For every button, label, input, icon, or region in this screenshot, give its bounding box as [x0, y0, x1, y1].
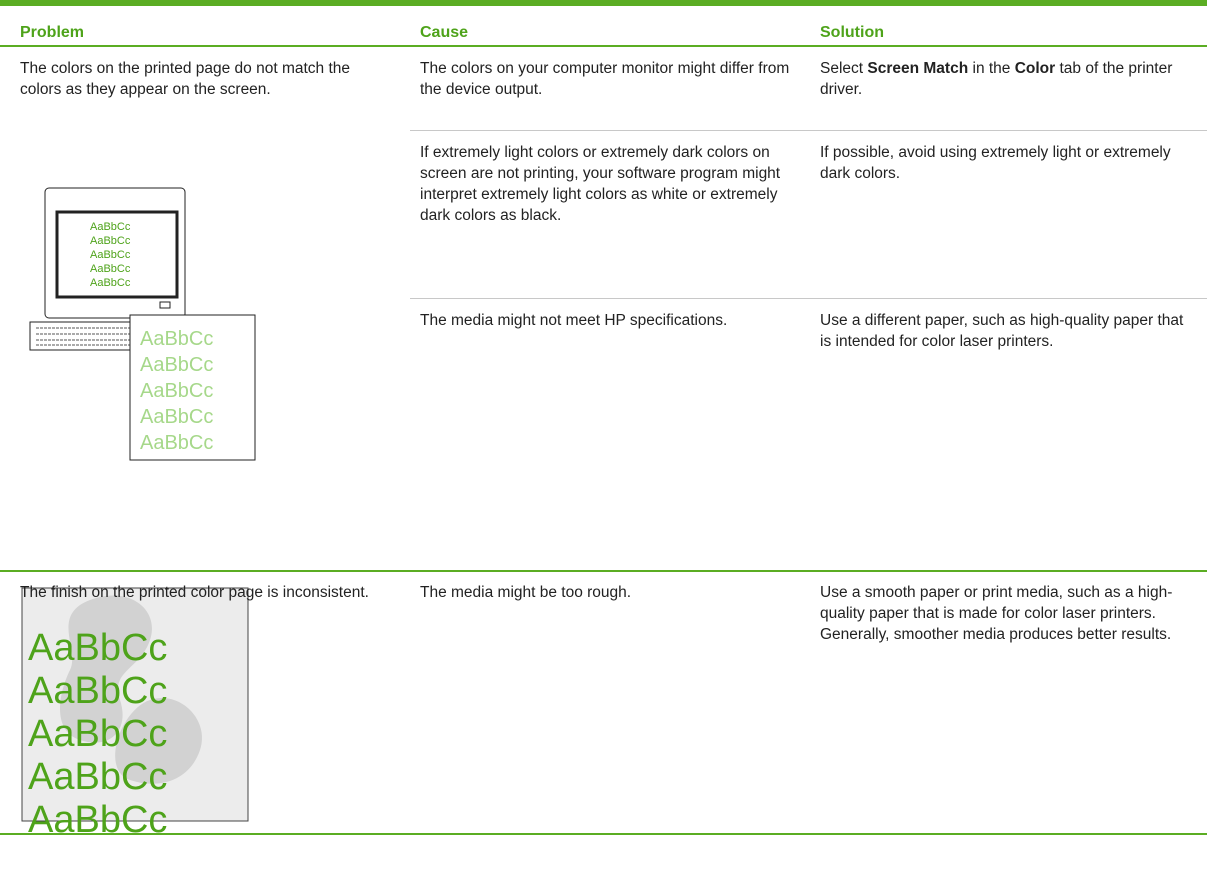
sample-text: AaBbCc — [140, 406, 213, 428]
sample-text: AaBbCc — [140, 328, 213, 350]
cause: If extremely light colors or extremely d… — [420, 144, 781, 224]
separator — [410, 130, 1207, 131]
cause: The media might be too rough. — [420, 584, 632, 601]
cause: The media might not meet HP specificatio… — [420, 312, 728, 329]
header: Problem — [20, 24, 85, 41]
text: Select — [820, 60, 868, 77]
bold-text: Color — [1014, 60, 1056, 77]
sample-text: AaBbCc — [28, 670, 167, 712]
header: Solution — [820, 24, 884, 41]
sample-text: AaBbCc — [28, 713, 167, 755]
screen — [55, 210, 179, 299]
separator — [410, 298, 1207, 299]
solution: Use a different paper, such as high-qual… — [820, 312, 1184, 350]
solution: If possible, avoid using extremely light… — [820, 144, 1171, 182]
rule — [0, 833, 1207, 835]
solution: Select Screen Match in the Color tab of … — [820, 58, 1185, 100]
problem: The colors on the printed page do not ma… — [20, 60, 351, 98]
text: in the — [968, 60, 1015, 77]
sample-text: AaBbCc — [90, 249, 131, 261]
top-bar — [0, 0, 1207, 6]
sample-text: AaBbCc — [90, 221, 131, 233]
paper — [129, 314, 256, 461]
rule — [0, 570, 1207, 572]
paper-illustration: AaBbCc AaBbCc AaBbCc AaBbCc AaBbCc — [21, 587, 249, 841]
illustrations: AaBbCc AaBbCc AaBbCc AaBbCc AaBbCc AaBbC… — [21, 187, 256, 841]
rule — [0, 45, 1207, 47]
problem: The finish on the printed color page is … — [20, 584, 369, 601]
sample-text: AaBbCc — [28, 756, 167, 798]
sample-text: AaBbCc — [28, 627, 167, 669]
sample-text: AaBbCc — [90, 277, 131, 289]
sample-text: AaBbCc — [140, 432, 213, 454]
blotch — [60, 595, 152, 743]
keyboard — [29, 321, 141, 351]
cause: The colors on your computer monitor migh… — [420, 60, 790, 98]
sample-text: AaBbCc — [140, 380, 213, 402]
text: tab of the printer driver. — [820, 60, 1173, 98]
bold-text: Screen Match — [867, 60, 969, 77]
button — [159, 301, 171, 309]
sample-text: AaBbCc — [90, 235, 131, 247]
paper-text: AaBbCc AaBbCc AaBbCc AaBbCc AaBbCc — [140, 328, 213, 454]
screen-text: AaBbCc AaBbCc AaBbCc AaBbCc AaBbCc — [90, 221, 131, 289]
solution: Use a smooth paper or print media, such … — [820, 584, 1173, 643]
sample-text: AaBbCc — [140, 354, 213, 376]
monitor-illustration — [29, 187, 256, 461]
sample-text: AaBbCc — [90, 263, 131, 275]
keys — [36, 327, 134, 346]
header: Cause — [420, 24, 469, 41]
blotch — [115, 698, 202, 784]
